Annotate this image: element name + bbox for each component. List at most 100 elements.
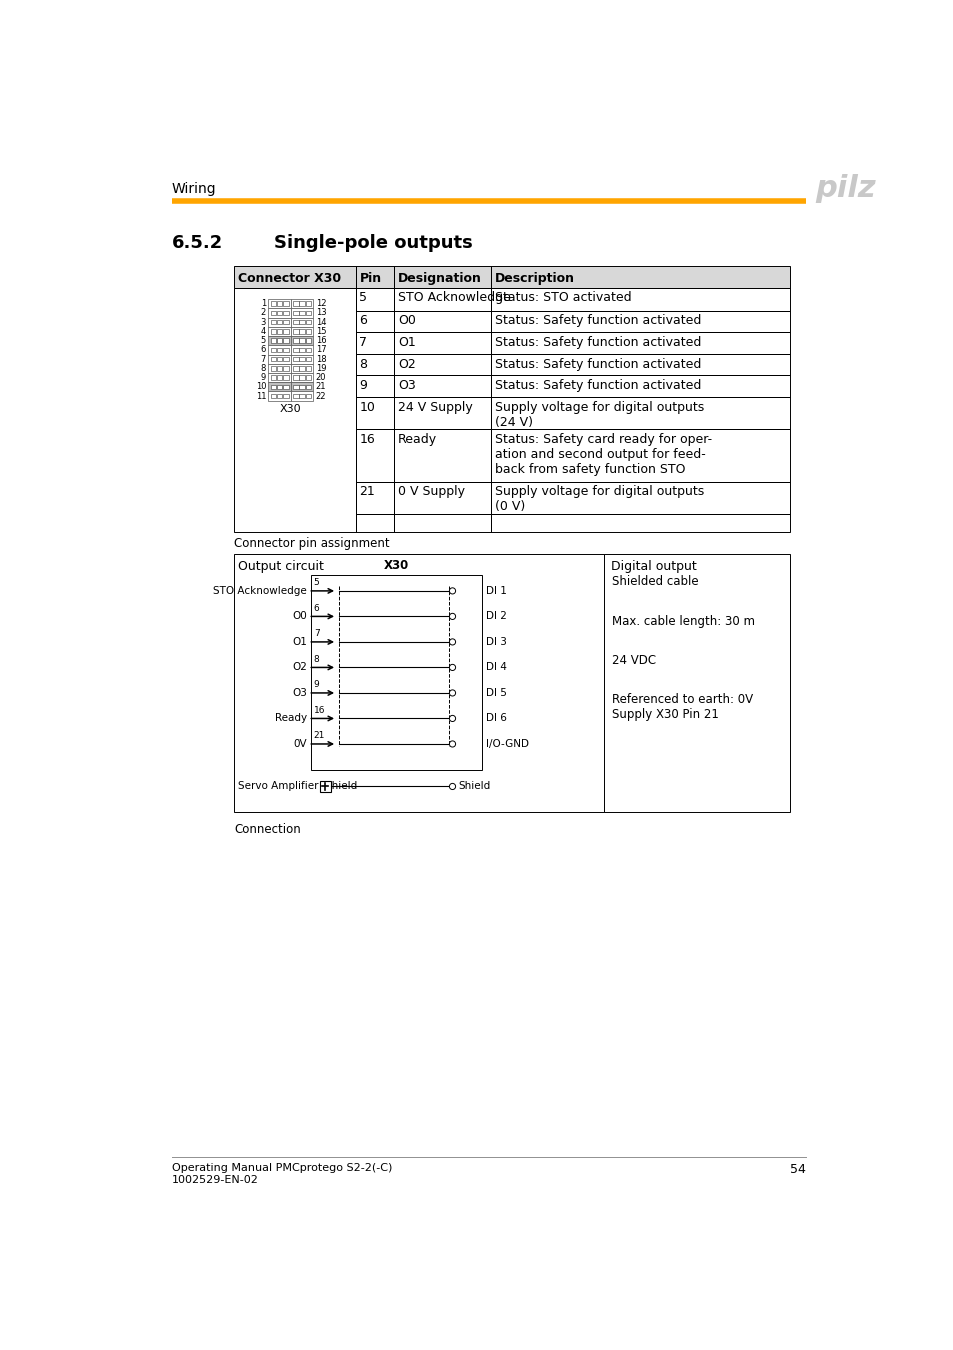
Text: Status: STO activated: Status: STO activated (495, 292, 631, 304)
Bar (271, 347, 276, 352)
Bar (283, 301, 289, 306)
Text: Status: Safety function activated: Status: Safety function activated (495, 336, 700, 350)
Bar (394, 375, 491, 397)
Bar (276, 310, 282, 316)
Bar (491, 397, 790, 429)
Bar (271, 301, 276, 306)
Bar (291, 317, 313, 327)
Text: 16: 16 (315, 336, 326, 346)
Text: 0 V Supply: 0 V Supply (397, 486, 465, 498)
Text: Operating Manual PMCprotego S2-2(-C)
1002529-EN-02: Operating Manual PMCprotego S2-2(-C) 100… (172, 1162, 392, 1184)
Bar (319, 782, 331, 792)
Text: O3: O3 (397, 379, 416, 391)
Text: O1: O1 (397, 336, 416, 350)
Bar (305, 366, 311, 371)
Text: 16: 16 (314, 706, 325, 714)
Text: 54: 54 (789, 1162, 805, 1176)
Circle shape (449, 587, 456, 594)
Text: Description: Description (495, 273, 575, 285)
Circle shape (449, 639, 456, 645)
Bar (271, 339, 276, 343)
Bar (283, 356, 289, 362)
Text: 3: 3 (260, 317, 266, 327)
Text: 24 VDC: 24 VDC (612, 653, 656, 667)
Circle shape (449, 613, 456, 620)
Text: Shield: Shield (458, 782, 491, 791)
Bar (283, 310, 289, 316)
Text: O2: O2 (397, 358, 416, 371)
Bar (283, 329, 289, 333)
Text: I/O-GND: I/O-GND (485, 738, 528, 749)
Bar (276, 339, 282, 343)
Text: DI 4: DI 4 (485, 663, 506, 672)
Bar (355, 266, 394, 288)
Bar (268, 327, 291, 336)
Bar (394, 429, 491, 482)
Bar (299, 347, 305, 352)
Bar (299, 329, 305, 333)
Text: 7: 7 (260, 355, 266, 363)
Text: Status: Safety function activated: Status: Safety function activated (495, 379, 700, 391)
Bar (355, 514, 394, 532)
Text: pilz: pilz (815, 174, 875, 204)
Text: 9: 9 (260, 373, 266, 382)
Text: Wiring: Wiring (172, 182, 216, 196)
Bar (299, 385, 305, 389)
Bar (394, 354, 491, 375)
Text: 1: 1 (260, 300, 266, 308)
Text: 4: 4 (260, 327, 266, 336)
Circle shape (449, 690, 456, 697)
Text: Servo Amplifier  Shield: Servo Amplifier Shield (237, 782, 356, 791)
Bar (299, 320, 305, 324)
Bar (291, 346, 313, 355)
Bar (293, 356, 298, 362)
Text: X30: X30 (280, 404, 301, 414)
Bar (268, 336, 291, 346)
Bar (291, 373, 313, 382)
Text: 21: 21 (359, 486, 375, 498)
Text: 8: 8 (314, 655, 319, 664)
Text: 7: 7 (314, 629, 319, 639)
Bar (283, 394, 289, 398)
Bar (355, 482, 394, 514)
Text: 0V: 0V (293, 738, 307, 749)
Bar (293, 329, 298, 333)
Bar (394, 514, 491, 532)
Text: Supply voltage for digital outputs
(24 V): Supply voltage for digital outputs (24 V… (495, 401, 703, 429)
Bar (394, 397, 491, 429)
Bar (491, 354, 790, 375)
Bar (299, 301, 305, 306)
Text: X30: X30 (384, 559, 409, 571)
Bar (276, 347, 282, 352)
Text: Supply voltage for digital outputs
(0 V): Supply voltage for digital outputs (0 V) (495, 486, 703, 513)
Text: 12: 12 (315, 300, 326, 308)
Text: 21: 21 (314, 732, 325, 740)
Bar (299, 310, 305, 316)
Text: DI 2: DI 2 (485, 612, 506, 621)
Bar (291, 300, 313, 308)
Text: O2: O2 (292, 663, 307, 672)
Bar (268, 373, 291, 382)
Text: 21: 21 (315, 382, 326, 391)
Bar (299, 339, 305, 343)
Text: Connector pin assignment: Connector pin assignment (233, 537, 389, 549)
Bar (268, 346, 291, 355)
Bar (355, 332, 394, 354)
Text: 11: 11 (255, 392, 266, 401)
Bar (355, 375, 394, 397)
Text: Designation: Designation (397, 273, 481, 285)
Bar (293, 366, 298, 371)
Bar (355, 310, 394, 332)
Bar (283, 366, 289, 371)
Text: 9: 9 (314, 680, 319, 688)
Bar (305, 356, 311, 362)
Bar (305, 301, 311, 306)
Text: 6: 6 (359, 315, 367, 328)
Bar (233, 266, 355, 288)
Text: 18: 18 (315, 355, 326, 363)
Text: 13: 13 (315, 308, 326, 317)
Bar (276, 366, 282, 371)
Text: 22: 22 (315, 392, 326, 401)
Text: 15: 15 (315, 327, 326, 336)
Bar (491, 266, 790, 288)
